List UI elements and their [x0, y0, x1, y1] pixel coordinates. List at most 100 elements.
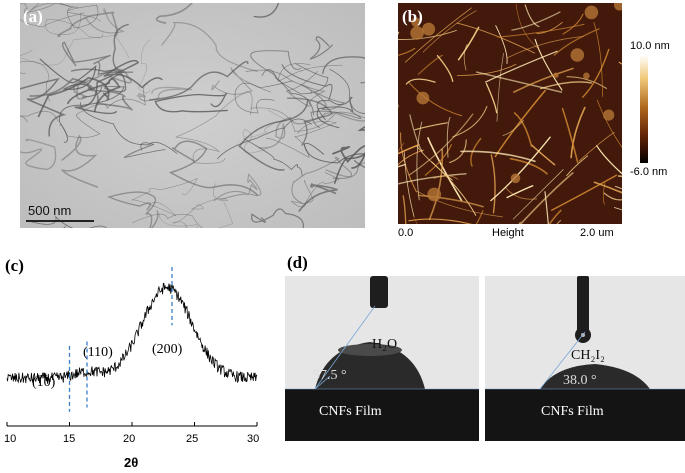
afm-fiber [398, 149, 424, 166]
tem-fiber [234, 80, 293, 114]
angle-label-water: 57.5 ° [313, 368, 347, 383]
afm-fiber [408, 81, 463, 117]
tem-fiber [175, 90, 253, 164]
afm-fiber [556, 219, 562, 224]
tem-fiber [67, 77, 121, 113]
afm-fiber [570, 106, 586, 159]
afm-fiber [531, 144, 556, 166]
tem-fiber [60, 134, 99, 188]
x-axis-label: 2θ [124, 455, 139, 470]
tem-fiber [61, 41, 134, 76]
afm-particle [411, 17, 421, 27]
afm-fiber [457, 26, 480, 61]
afm-fiber [582, 48, 610, 98]
tem-fiber [216, 118, 312, 160]
afm-fiber [562, 13, 584, 35]
tem-fiber [137, 39, 151, 94]
afm-particle [410, 26, 424, 40]
tem-fiber [59, 83, 148, 138]
tem-fiber [161, 22, 258, 73]
tem-fiber [261, 63, 329, 95]
afm-fiber [613, 207, 622, 211]
afm-fiber [402, 195, 407, 224]
afm-fiber [566, 76, 607, 89]
panel-label-d: (d) [287, 253, 308, 272]
afm-fiber [566, 155, 589, 177]
afm-fiber [398, 173, 467, 185]
tem-fiber [57, 11, 118, 38]
x-tick-10: 10 [4, 433, 17, 445]
afm-fiber [470, 137, 482, 167]
afm-fiber [544, 191, 549, 224]
afm-axis-start: 0.0 [398, 227, 414, 239]
afm-fiber [513, 112, 533, 148]
afm-axis-end: 2.0 um [580, 227, 614, 239]
afm-fiber [456, 63, 517, 76]
afm-fiber [511, 11, 561, 31]
tem-fiber [131, 177, 199, 216]
panel-label-b: (b) [402, 7, 423, 26]
afm-fiber [452, 105, 488, 138]
afm-fiber [494, 89, 546, 158]
afm-fiber [506, 185, 534, 199]
afm-fiber [416, 190, 503, 218]
afm-fiber [446, 116, 451, 158]
tem-fiber [149, 60, 249, 101]
afm-fiber [403, 151, 415, 217]
afm-fiber [398, 142, 405, 153]
tem-fiber [251, 208, 305, 228]
x-tick-30: 30 [247, 433, 260, 445]
tem-fiber [329, 68, 365, 114]
tem-fiber [172, 183, 229, 228]
afm-fiber [561, 107, 579, 164]
afm-fiber [553, 28, 600, 56]
tem-fiber [168, 140, 258, 196]
afm-fiber [519, 172, 574, 224]
colorbar-max-label: 10.0 nm [630, 40, 670, 52]
tem-fiber [277, 63, 343, 82]
tem-fiber [243, 138, 303, 176]
tem-fiber [70, 23, 129, 93]
film-label-diiodomethane: CNFs Film [541, 404, 604, 419]
tem-fiber [333, 126, 365, 184]
tem-fiber [291, 156, 352, 205]
tem-fiber [322, 56, 365, 84]
tem-fiber [20, 138, 57, 171]
afm-fiber [497, 23, 585, 38]
tem-micrograph [20, 3, 365, 228]
tem-fiber [20, 35, 129, 66]
tem-fiber [253, 3, 280, 18]
afm-fiber [463, 43, 468, 71]
film-label-water: CNFs Film [319, 404, 382, 419]
tem-fiber [80, 102, 178, 154]
tem-image-panel: (a) 500 nm [20, 3, 365, 228]
afm-fiber [596, 99, 622, 148]
afm-fiber [405, 7, 472, 63]
contact-angle-photo-water: H₂O 57.5 ° CNFs Film [285, 276, 479, 441]
liquid-label-water: H₂O [372, 337, 398, 352]
tem-fiber [213, 173, 262, 202]
afm-particle [427, 187, 442, 202]
afm-fiber [506, 35, 584, 59]
x-tick-20: 20 [123, 433, 136, 445]
afm-fiber [405, 78, 436, 85]
panel-label-c: (c) [5, 256, 24, 275]
liquid-label-diiodomethane: CH₂I₂ [571, 348, 605, 363]
contact-angle-photo-diiodomethane: CH₂I₂ 38.0 ° CNFs Film [485, 276, 685, 441]
afm-fiber [496, 53, 504, 122]
panel-label-a: (a) [23, 7, 43, 26]
colorbar-min-label: -6.0 nm [630, 166, 668, 178]
afm-fiber [502, 119, 524, 136]
tem-fiber [250, 50, 315, 116]
tem-fiber [281, 64, 333, 121]
afm-fiber [417, 194, 484, 208]
tem-fiber [303, 142, 365, 169]
afm-image-panel: (b) [398, 3, 622, 224]
afm-particle [570, 48, 585, 62]
tem-fiber [238, 99, 309, 171]
afm-fiber [596, 145, 622, 175]
afm-fiber [548, 209, 562, 224]
afm-fiber [495, 25, 508, 64]
tem-fiber [37, 76, 110, 118]
angle-label-diiodomethane: 38.0 ° [563, 373, 597, 388]
